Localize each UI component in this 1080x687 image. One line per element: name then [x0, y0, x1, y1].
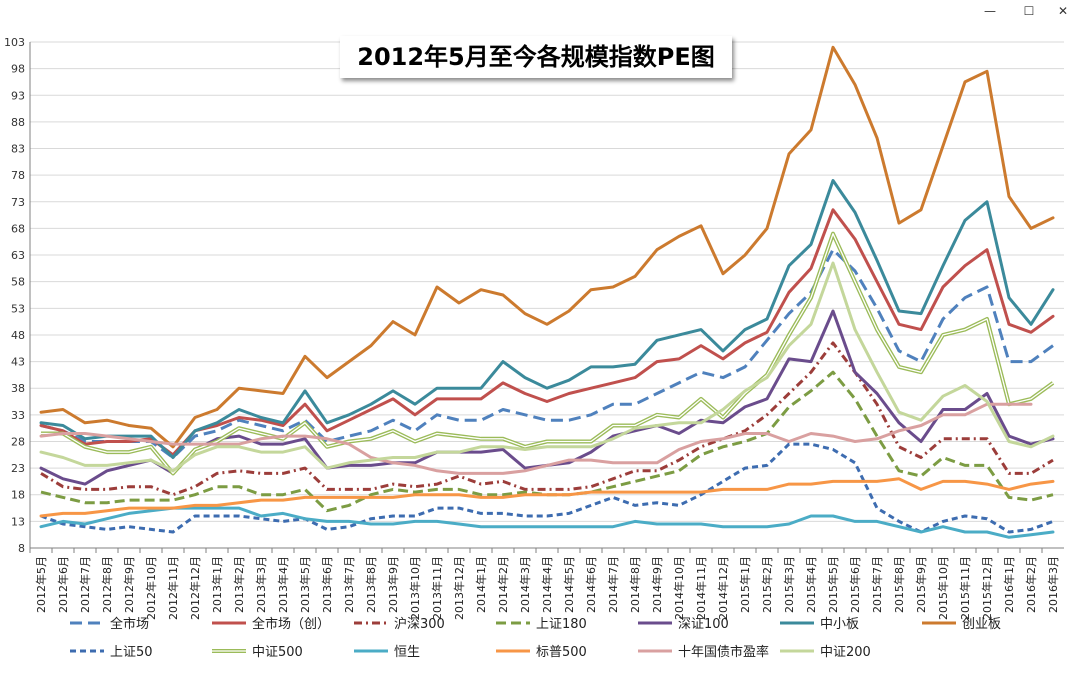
series-line-11 [39, 402, 1033, 475]
y-tick-label: 88 [11, 116, 25, 129]
y-tick-label: 38 [11, 382, 25, 395]
legend-label: 创业板 [962, 617, 1001, 632]
x-tick-label: 2013年2月 [232, 556, 246, 613]
legend-label: 沪深300 [394, 616, 445, 632]
x-tick-label: 2013年11月 [430, 556, 444, 620]
x-tick-label: 2015年6月 [848, 556, 862, 613]
x-tick-label: 2013年6月 [320, 556, 334, 613]
x-tick-label: 2013年4月 [276, 556, 290, 613]
window-titlebar: — ☐ ✕ [0, 0, 1080, 22]
x-tick-label: 2015年8月 [892, 556, 906, 613]
x-tick-label: 2014年6月 [584, 556, 598, 613]
x-tick-label: 2012年7月 [78, 556, 92, 613]
x-tick-label: 2013年3月 [254, 556, 268, 613]
x-tick-label: 2014年10月 [672, 556, 686, 620]
y-tick-label: 8 [18, 542, 25, 555]
y-tick-label: 23 [11, 462, 25, 475]
series-line-10 [39, 477, 1055, 518]
x-tick-label: 2015年5月 [826, 556, 840, 613]
legend-label: 标普500 [536, 645, 587, 660]
x-tick-label: 2013年7月 [342, 556, 356, 613]
x-tick-label: 2012年6月 [56, 556, 70, 613]
chart-title: 2012年5月至今各规模指数PE图 [340, 36, 732, 78]
y-tick-label: 48 [11, 329, 25, 342]
x-tick-label: 2013年1月 [210, 556, 224, 613]
x-tick-label: 2014年11月 [694, 556, 708, 620]
x-tick-label: 2013年12月 [452, 556, 466, 620]
legend-label: 中证200 [820, 645, 871, 660]
legend-label: 全市场 [110, 616, 149, 632]
x-tick-label: 2015年7月 [870, 556, 884, 613]
x-tick-label: 2014年4月 [540, 556, 554, 613]
legend-label: 上证50 [110, 645, 153, 660]
series-line-12 [39, 261, 1055, 473]
y-tick-label: 68 [11, 222, 25, 235]
x-tick-label: 2012年10月 [144, 556, 158, 620]
x-tick-label: 2016年3月 [1046, 556, 1060, 613]
minimize-button[interactable]: — [984, 4, 996, 18]
chart-area: 8 13 18 23 28 33 38 43 48 53 58 63 68 73 78 83 88 93 98 103… [0, 22, 1080, 683]
x-tick-label: 2016年1月 [1002, 556, 1016, 613]
legend-label: 深证100 [678, 617, 729, 632]
series-line-2 [40, 341, 1054, 497]
legend-label: 中证500 [252, 645, 303, 660]
x-tick-label: 2014年5月 [562, 556, 576, 613]
legend-label: 上证180 [536, 617, 587, 632]
x-tick-label: 2013年9月 [386, 556, 400, 613]
x-tick-label: 2015年10月 [936, 556, 950, 620]
x-tick-label: 2015年11月 [958, 556, 972, 620]
close-button[interactable]: ✕ [1057, 4, 1069, 18]
x-tick-label: 2014年8月 [628, 556, 642, 613]
series-line-7 [40, 442, 1054, 534]
y-tick-label: 28 [11, 435, 25, 448]
x-tick-label: 2014年3月 [518, 556, 532, 613]
maximize-button[interactable]: ☐ [1023, 4, 1035, 18]
x-tick-label: 2012年12月 [188, 556, 202, 620]
y-tick-label: 53 [11, 302, 25, 315]
x-tick-label: 2014年7月 [606, 556, 620, 613]
series-line-6 [39, 45, 1055, 449]
y-tick-label: 13 [11, 515, 25, 528]
series-line-0 [40, 248, 1054, 459]
y-tick-label: 63 [11, 249, 25, 262]
legend-label: 恒生 [394, 645, 420, 660]
x-tick-label: 2015年12月 [980, 556, 994, 620]
x-tick-label: 2015年9月 [914, 556, 928, 613]
y-tick-label: 98 [11, 63, 25, 76]
x-tick-label: 2016年2月 [1024, 556, 1038, 613]
y-tick-label: 93 [11, 89, 25, 102]
x-tick-label: 2012年8月 [100, 556, 114, 613]
pe-line-chart: 8 13 18 23 28 33 38 43 48 53 58 63 68 73 78 83 88 93 98 103… [4, 36, 1064, 660]
x-tick-label: 2015年3月 [782, 556, 796, 613]
legend-label: 十年国债市盈率 [678, 644, 769, 660]
series-line-1 [39, 208, 1055, 457]
x-tick-label: 2015年2月 [760, 556, 774, 613]
y-tick-label: 103 [4, 36, 25, 49]
x-tick-label: 2013年5月 [298, 556, 312, 613]
x-tick-label: 2015年1月 [738, 556, 752, 613]
x-tick-label: 2014年9月 [650, 556, 664, 613]
y-tick-label: 58 [11, 276, 25, 289]
y-tick-label: 18 [11, 489, 25, 502]
legend-label: 全市场（创） [252, 616, 330, 632]
series-line-5 [39, 179, 1055, 459]
x-tick-label: 2014年2月 [496, 556, 510, 613]
y-tick-label: 33 [11, 409, 25, 422]
y-tick-label: 83 [11, 143, 25, 156]
series-line-9 [39, 506, 1055, 539]
x-tick-label: 2013年8月 [364, 556, 378, 613]
legend-label: 中小板 [820, 617, 859, 632]
x-tick-label: 2015年4月 [804, 556, 818, 613]
x-tick-label: 2012年5月 [34, 556, 48, 613]
y-tick-label: 73 [11, 196, 25, 209]
x-tick-label: 2012年11月 [166, 556, 180, 620]
x-tick-label: 2014年12月 [716, 556, 730, 620]
x-tick-label: 2012年9月 [122, 556, 136, 613]
x-tick-label: 2013年10月 [408, 556, 422, 620]
y-tick-label: 78 [11, 169, 25, 182]
x-tick-label: 2014年1月 [474, 556, 488, 613]
y-tick-label: 43 [11, 356, 25, 369]
